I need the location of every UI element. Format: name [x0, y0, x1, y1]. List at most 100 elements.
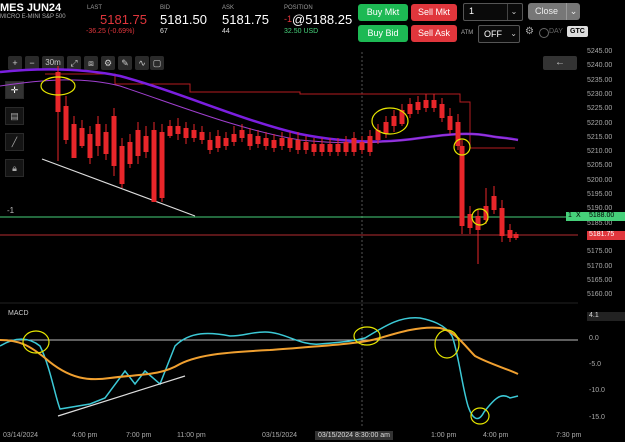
position-line-label: -1: [7, 206, 15, 215]
price-chart[interactable]: -1 MACD: [0, 46, 625, 426]
price-axis-label: 5205.00: [587, 162, 613, 170]
last-price-tag: 5181.75: [587, 231, 625, 240]
chevron-down-icon[interactable]: ⌄: [507, 4, 520, 20]
symbol-description: MICRO E-MINI S&P 500: [0, 14, 66, 20]
candle-body: [383, 122, 389, 134]
candle-body: [135, 130, 141, 156]
day-radio[interactable]: [539, 28, 549, 38]
candle-body: [63, 106, 69, 140]
candle-body: [191, 130, 197, 138]
candle-body: [391, 116, 397, 126]
macd-axis-label: -5.0: [589, 361, 602, 368]
quantity-value: 1: [469, 6, 475, 16]
time-axis-label: 03/14/2024: [3, 432, 39, 439]
position-price: @5188.25: [292, 12, 353, 27]
signal-line: [0, 326, 519, 381]
atm-label: ATM: [461, 30, 474, 36]
indicator-icon[interactable]: ∿: [135, 56, 149, 70]
annotation-ellipse: [22, 330, 50, 354]
candle-body: [271, 140, 277, 148]
template-icon[interactable]: ▢: [150, 56, 164, 70]
macd-axis-label: -10.0: [589, 387, 605, 394]
close-dropdown-icon[interactable]: ⌄: [566, 3, 580, 20]
lock-icon[interactable]: 🔒︎: [5, 159, 24, 177]
candle-body: [111, 116, 117, 166]
candle-body: [255, 136, 261, 144]
bid-price: 5181.50: [160, 12, 207, 27]
candle-body: [79, 128, 85, 146]
annotation-ellipse: [353, 326, 381, 346]
position-tag-price: 5188.00: [589, 212, 615, 219]
candle-body: [459, 146, 465, 226]
candle-body: [95, 124, 101, 146]
candle-body: [215, 136, 221, 148]
position-tag-qty: 1: [568, 212, 572, 219]
macd-trend-line: [57, 375, 186, 417]
zoom-in-icon[interactable]: +: [8, 56, 22, 70]
time-axis-label: 7:00 pm: [126, 432, 152, 439]
quantity-input[interactable]: 1 ⌄: [463, 3, 523, 21]
buy-market-button[interactable]: Buy Mkt: [358, 4, 408, 21]
candle-body: [483, 206, 489, 220]
position-label: POSITION: [284, 5, 313, 11]
candle-body: [439, 104, 445, 118]
candle-body: [455, 122, 461, 146]
candle-body: [127, 142, 133, 164]
price-axis-label: 5170.00: [587, 262, 613, 270]
buy-bid-button[interactable]: Buy Bid: [358, 25, 408, 42]
time-axis-label: 03/15/2024: [262, 432, 298, 439]
stop-line: [45, 73, 515, 149]
price-axis-label: 5210.00: [587, 148, 613, 156]
gear-icon[interactable]: ⚙: [101, 56, 115, 70]
bar-type-icon[interactable]: ⧈: [84, 56, 98, 70]
price-axis-label: 5235.00: [587, 76, 613, 84]
close-button[interactable]: Close ⌄: [528, 3, 580, 20]
atm-select[interactable]: OFF ⌄: [478, 25, 520, 43]
candle-body: [475, 216, 481, 230]
crosshair-icon[interactable]: ✛: [5, 81, 24, 99]
zoom-out-icon[interactable]: −: [25, 56, 39, 70]
candle-body: [327, 144, 333, 152]
annotation-ellipse: [434, 329, 460, 359]
annotation-ellipse: [470, 407, 490, 425]
macd-axis-top: 4.1: [589, 312, 599, 319]
candle-body: [143, 136, 149, 152]
macd-value-tag: [587, 312, 625, 321]
price-axis-label: 5225.00: [587, 105, 613, 113]
annotation-ellipse: [471, 208, 489, 226]
symbol-name[interactable]: MES JUN24: [0, 2, 62, 14]
candle-body: [103, 132, 109, 154]
candle-body: [351, 138, 357, 152]
price-axis[interactable]: 5245.00 5240.00 5235.00 5230.00 5225.00 5220.…: [587, 46, 625, 304]
candle-body: [295, 140, 301, 150]
fit-screen-icon[interactable]: ⤢: [67, 56, 81, 70]
candle-body: [55, 72, 61, 112]
sell-market-button[interactable]: Sell Mkt: [411, 4, 457, 21]
position-pnl: 32.50 USD: [284, 28, 319, 35]
macd-line: [0, 317, 519, 420]
candle-body: [447, 116, 453, 130]
draw-tool-icon[interactable]: ✎: [118, 56, 132, 70]
gtc-toggle[interactable]: GTC: [567, 26, 588, 37]
candle-body: [367, 136, 373, 152]
candle-body: [343, 142, 349, 152]
close-button-label: Close: [535, 6, 559, 16]
back-arrow-icon[interactable]: ←: [543, 56, 577, 70]
candle-body: [231, 134, 237, 142]
candle-body: [359, 142, 365, 150]
pen-icon[interactable]: ╱: [5, 133, 24, 151]
time-axis-label: 4:00 pm: [72, 432, 98, 439]
last-label: LAST: [87, 5, 103, 11]
position-price-tag: 1 X 5188.00: [566, 212, 625, 221]
candle-body: [247, 134, 253, 146]
candle-body: [151, 130, 157, 202]
price-axis-label: 5215.00: [587, 133, 613, 141]
candle-body: [467, 214, 473, 228]
position-tag-x[interactable]: X: [576, 212, 581, 219]
settings-gear-icon[interactable]: ⚙: [525, 26, 534, 37]
time-axis[interactable]: 03/14/2024 4:00 pm 7:00 pm 11:00 pm 03/1…: [0, 430, 625, 442]
last-tag-price: 5181.75: [589, 231, 615, 238]
sell-ask-button[interactable]: Sell Ask: [411, 25, 457, 42]
ask-price: 5181.75: [222, 12, 269, 27]
notes-icon[interactable]: ▤: [5, 107, 24, 125]
